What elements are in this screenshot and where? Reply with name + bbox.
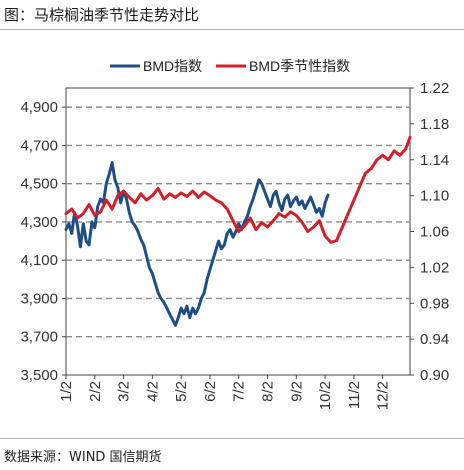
series-line-bmd-seasonal [64,135,412,244]
right-tick-label: 0.98 [420,295,449,312]
chart-container: 3,500 3,700 3,900 4,100 4,300 4,500 4,700 4,900… [0,30,464,438]
right-tick-label: 1.06 [420,224,449,241]
x-tick-label: 6/2 [202,381,219,402]
x-tick-label: 4/2 [144,381,161,402]
x-tick-label: 5/2 [173,381,190,402]
series-layer [64,135,412,327]
right-tick-label: 0.94 [420,331,449,348]
x-tick-label: 1/2 [58,381,75,402]
right-axis: 0.90 0.94 0.98 1.02 1.06 1.10 1.14 1.18 1.22 [410,80,449,384]
x-tick-label: 9/2 [288,381,305,402]
series-line-bmd-index [64,161,330,327]
legend-label: BMD季节性指数 [249,58,350,74]
x-axis: 1/2 2/2 3/2 4/2 5/2 6/2 7/2 8/2 9/2 10/2 11/2 12/2 [58,375,392,410]
left-tick-label: 3,700 [20,329,58,346]
right-tick-label: 0.90 [420,367,449,384]
right-tick-label: 1.10 [420,188,449,205]
right-tick-label: 1.18 [420,116,449,133]
right-tick-label: 1.02 [420,259,449,276]
left-tick-label: 4,300 [20,214,58,231]
seasonal-comparison-chart: 3,500 3,700 3,900 4,100 4,300 4,500 4,700 4,900… [20,58,449,410]
x-tick-label: 8/2 [260,381,277,402]
grid-lines [66,106,410,338]
x-tick-label: 3/2 [116,381,133,402]
bottom-divider [0,438,464,439]
x-tick-label: 12/2 [375,381,392,410]
x-tick-label: 2/2 [87,381,104,402]
left-axis: 3,500 3,700 3,900 4,100 4,300 4,500 4,700 4,900 [20,99,66,384]
left-tick-label: 4,500 [20,176,58,193]
x-tick-label: 7/2 [231,381,248,402]
left-tick-label: 4,700 [20,137,58,154]
left-tick-label: 3,500 [20,367,58,384]
legend: BMD指数 BMD季节性指数 [110,58,350,74]
page-title: 图：马棕榈油季节性走势对比 [4,6,200,24]
x-tick-label: 11/2 [346,381,363,409]
title-divider [0,29,464,30]
right-tick-label: 1.22 [420,80,449,97]
right-tick-label: 1.14 [420,152,449,169]
source-note: 数据来源：WIND 国信期货 [4,450,162,465]
left-tick-label: 4,100 [20,252,58,269]
left-tick-label: 3,900 [20,290,58,307]
legend-label: BMD指数 [143,58,202,74]
left-tick-label: 4,900 [20,99,58,116]
x-tick-label: 10/2 [317,381,334,410]
